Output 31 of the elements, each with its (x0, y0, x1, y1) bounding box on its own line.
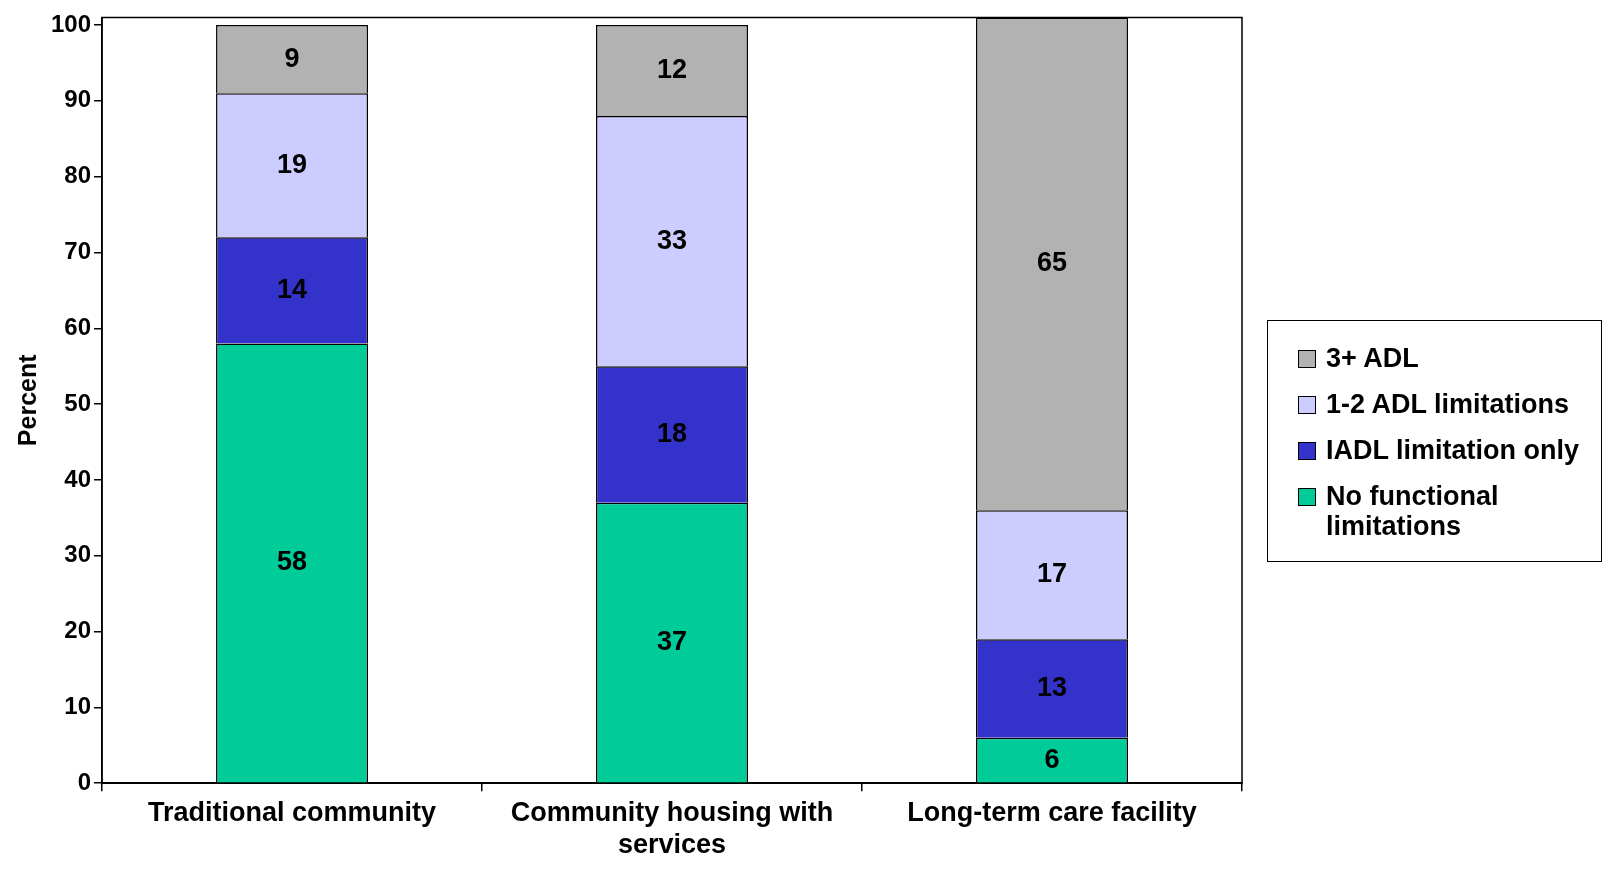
y-tick-label: 40 (64, 464, 92, 492)
legend-label: No functional limitations (1326, 481, 1500, 541)
x-tick-label: Traditional community (148, 796, 437, 827)
data-label: 6 (1044, 743, 1060, 774)
y-tick-label: 50 (64, 388, 92, 416)
y-tick-label: 20 (64, 616, 92, 644)
data-label: 18 (657, 417, 688, 448)
y-tick-label: 10 (64, 692, 92, 719)
data-label: 17 (1036, 558, 1068, 589)
data-label: 14 (277, 273, 308, 304)
data-label: 65 (1036, 247, 1068, 278)
y-tick-label: 80 (64, 161, 92, 189)
y-axis-title: Percent (12, 353, 41, 447)
y-tick-label: 70 (64, 237, 92, 265)
data-label: 13 (1036, 671, 1068, 702)
y-tick-label: 30 (64, 540, 92, 568)
data-label: 9 (284, 42, 300, 73)
x-tick-label: Long-term care facility (907, 796, 1197, 827)
y-tick-label: 0 (77, 767, 92, 795)
data-label: 58 (277, 546, 308, 577)
y-tick-label: 100 (51, 9, 92, 37)
x-tick-label: Community housing with services (510, 796, 834, 860)
data-label: 37 (657, 626, 688, 657)
y-tick-label: 90 (64, 85, 92, 113)
legend-label: IADL limitation only (1326, 435, 1580, 465)
data-label: 12 (657, 53, 688, 84)
legend-label: 3+ ADL (1326, 343, 1419, 373)
data-label: 33 (657, 224, 688, 255)
y-tick-label: 60 (64, 312, 92, 340)
legend-label: 1-2 ADL limitations (1326, 389, 1570, 419)
data-label: 19 (277, 148, 308, 179)
